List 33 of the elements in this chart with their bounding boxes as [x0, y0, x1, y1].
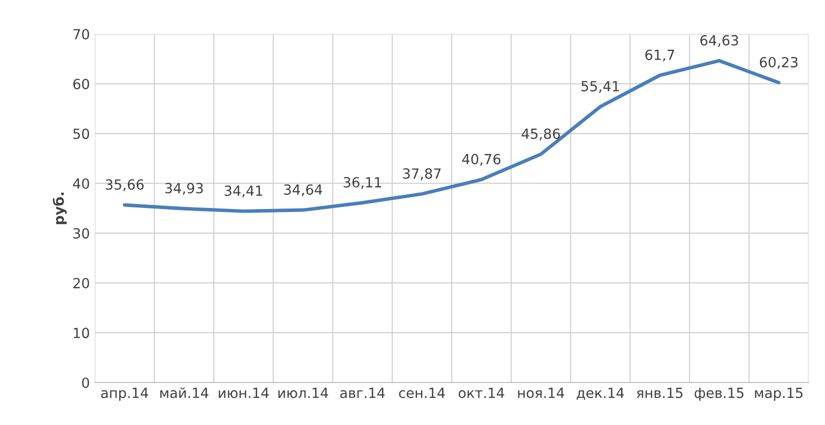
- data-label: 36,11: [344, 177, 382, 189]
- x-tick-label: мар.15: [755, 388, 802, 401]
- y-tick-label: 70: [73, 28, 90, 40]
- y-tick-label: 40: [73, 178, 90, 189]
- x-tick-label: июн.14: [218, 388, 269, 398]
- x-tick-label: янв.15: [636, 388, 682, 398]
- x-tick-label: июл.14: [278, 388, 328, 398]
- data-label: 61,7: [645, 50, 674, 62]
- data-label: 34,41: [224, 185, 262, 198]
- y-tick-label: 0: [82, 377, 90, 388]
- data-label: 37,87: [403, 168, 441, 180]
- data-label: 60,23: [760, 56, 798, 69]
- data-label: 34,93: [165, 182, 203, 195]
- y-tick-label: 10: [74, 328, 90, 338]
- data-label: 34,64: [284, 184, 322, 196]
- data-label: 45,86: [522, 128, 560, 140]
- x-tick-label: окт.14: [458, 388, 504, 398]
- x-tick-label: дек.14: [576, 388, 624, 400]
- y-tick-label: 60: [73, 78, 90, 90]
- x-tick-label: авг.14: [340, 388, 385, 398]
- data-label: 35,66: [106, 179, 144, 192]
- x-tick-label: май.14: [160, 387, 208, 398]
- y-tick-label: 20: [73, 278, 90, 288]
- data-label: 55,41: [582, 81, 619, 93]
- y-tick-label: 30: [73, 228, 90, 239]
- data-label: 40,76: [462, 154, 500, 166]
- data-label: 64,63: [700, 35, 738, 47]
- x-tick-label: ноя.14: [518, 388, 564, 398]
- y-axis-title: руб.: [52, 192, 67, 224]
- y-tick-label: 50: [73, 128, 90, 140]
- x-tick-label: фев.15: [694, 388, 744, 401]
- x-tick-label: апр.14: [101, 388, 148, 401]
- x-tick-label: сен.14: [399, 388, 445, 398]
